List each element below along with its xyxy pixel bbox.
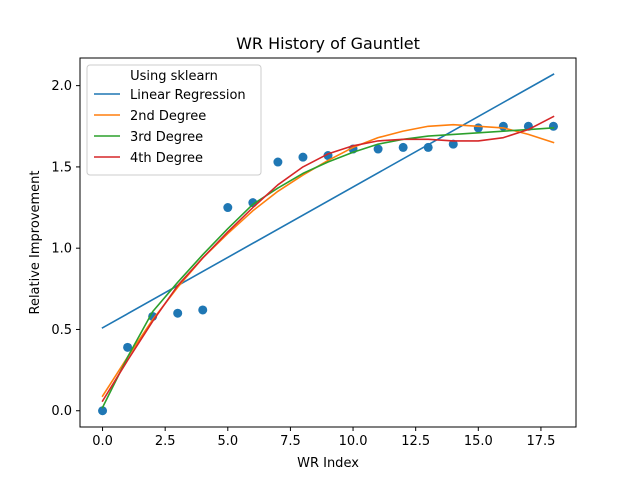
legend-box xyxy=(86,64,262,176)
data-point xyxy=(373,144,383,154)
legend-entry: 4th Degree xyxy=(130,151,203,166)
y-tick-label: 0.5 xyxy=(51,323,72,338)
data-point xyxy=(298,152,308,162)
y-tick-label: 1.5 xyxy=(51,160,72,175)
data-point xyxy=(173,308,183,318)
x-tick-label: 17.5 xyxy=(526,434,555,449)
data-point xyxy=(273,157,283,167)
x-tick-label: 12.5 xyxy=(401,434,430,449)
legend-entry: 2nd Degree xyxy=(130,109,206,124)
x-tick-label: 15.0 xyxy=(464,434,493,449)
legend-title: Using sklearn xyxy=(130,69,218,84)
data-point xyxy=(198,305,208,315)
plot-frame xyxy=(79,57,577,428)
x-tick-label: 10.0 xyxy=(339,434,368,449)
data-point xyxy=(548,121,558,131)
x-axis-label: WR Index xyxy=(297,456,359,471)
y-tick-label: 2.0 xyxy=(51,79,72,94)
legend-entry: Linear Regression xyxy=(130,88,246,103)
legend: Using sklearn Linear Regression 2nd Degree… xyxy=(86,64,262,176)
series-line-4 xyxy=(101,115,555,403)
data-point xyxy=(223,203,233,213)
x-tick-label: 7.5 xyxy=(280,434,301,449)
series-line-2 xyxy=(101,123,555,398)
x-tick-label: 2.5 xyxy=(155,434,176,449)
y-tick-label: 1.0 xyxy=(51,242,72,257)
series-line-3 xyxy=(101,127,555,409)
data-point xyxy=(473,123,483,133)
y-tick-label: 0.0 xyxy=(51,404,72,419)
legend-entry: 3rd Degree xyxy=(130,130,203,145)
x-tick-label: 5.0 xyxy=(217,434,238,449)
data-point xyxy=(98,406,108,416)
chart-title: WR History of Gauntlet xyxy=(236,34,420,53)
data-point xyxy=(448,139,458,149)
x-tick-label: 0.0 xyxy=(92,434,113,449)
y-axis-label: Relative Improvement xyxy=(28,170,43,314)
data-point xyxy=(398,142,408,152)
data-point xyxy=(123,342,133,352)
